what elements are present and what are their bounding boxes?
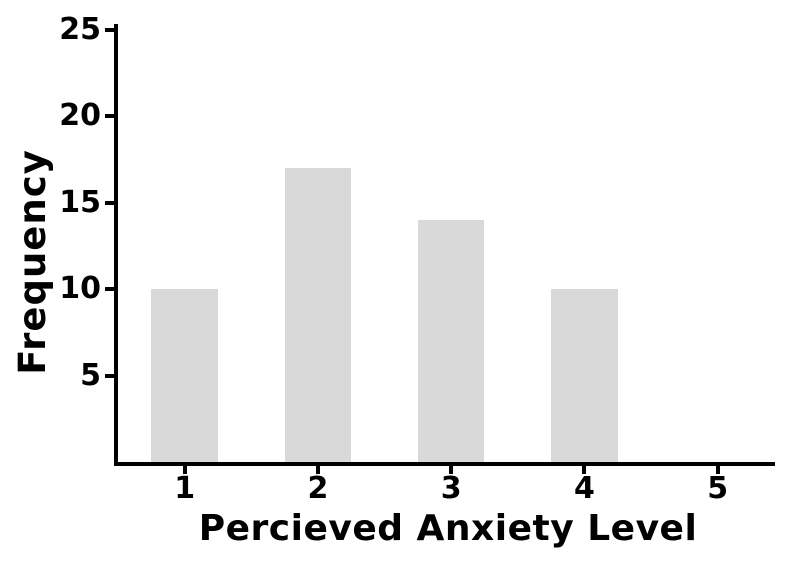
x-tick-mark-4 (582, 466, 587, 474)
bar-x1 (151, 289, 218, 462)
x-tick-mark-2 (315, 466, 320, 474)
x-tick-mark-5 (715, 466, 720, 474)
bar-x3 (417, 220, 485, 462)
y-tick-mark-10 (105, 287, 114, 292)
x-tick-mark-3 (449, 466, 454, 474)
x-axis-spine (114, 462, 775, 466)
bar-x2 (284, 168, 352, 462)
x-axis-label: Percieved Anxiety Level (198, 508, 698, 549)
y-tick-label-20: 20 (59, 98, 101, 134)
x-tick-label-1: 1 (174, 471, 196, 506)
x-tick-label-4: 4 (573, 471, 595, 506)
y-tick-label-15: 15 (59, 184, 101, 220)
bar-x4 (551, 289, 618, 462)
x-tick-mark-1 (182, 466, 187, 474)
x-tick-label-3: 3 (440, 471, 462, 506)
y-tick-label-25: 25 (59, 12, 101, 47)
y-tick-mark-15 (105, 200, 114, 205)
y-tick-mark-25 (105, 28, 114, 32)
y-axis-spine (114, 24, 118, 466)
y-tick-label-10: 10 (59, 271, 101, 307)
x-tick-label-5: 5 (707, 471, 729, 506)
y-tick-mark-5 (105, 373, 114, 378)
y-axis-label: Frequency (11, 149, 54, 375)
x-tick-label-2: 2 (307, 471, 329, 506)
y-tick-label-5: 5 (80, 357, 101, 393)
y-tick-mark-20 (105, 114, 114, 119)
